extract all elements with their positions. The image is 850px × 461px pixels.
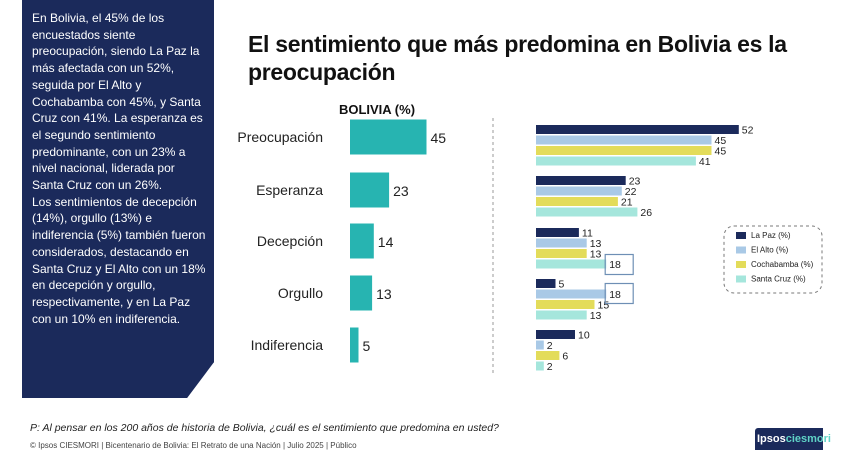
city-value-el-alto-preocupacion: 45 xyxy=(715,135,727,147)
bolivia-bar-indiferencia xyxy=(350,327,359,363)
city-value-el-alto-decepcion: 13 xyxy=(590,238,602,250)
bolivia-chart-title: BOLIVIA (%) xyxy=(339,102,415,117)
legend-swatch-la-paz xyxy=(736,232,746,239)
city-value-la-paz-orgullo: 5 xyxy=(559,279,565,291)
summary-panel: En Bolivia, el 45% de los encuestados si… xyxy=(22,0,214,398)
bolivia-value-decepcion: 14 xyxy=(378,234,394,250)
city-bar-santa-cruz-decepcion xyxy=(536,259,607,269)
city-bar-la-paz-esperanza xyxy=(536,176,626,185)
ipsos-ciesmori-logo: Ipsosciesmori xyxy=(755,428,831,450)
legend-label-cochabamba: Cochabamba (%) xyxy=(751,260,814,269)
bolivia-bar-preocupacion xyxy=(350,119,427,155)
city-bar-santa-cruz-esperanza xyxy=(536,207,638,217)
bolivia-value-esperanza: 23 xyxy=(393,183,409,199)
highlight-box-el-alto-orgullo xyxy=(604,282,634,305)
footer-text: © Ipsos CIESMORI | Bicentenario de Boliv… xyxy=(30,441,357,450)
bolivia-value-orgullo: 13 xyxy=(376,286,392,302)
legend-swatch-santa-cruz xyxy=(736,275,746,283)
city-value-la-paz-indiferencia: 10 xyxy=(578,330,590,342)
highlight-box-santa-cruz-decepcion xyxy=(604,253,634,276)
category-label-orgullo: Orgullo xyxy=(278,285,323,301)
city-bar-el-alto-esperanza xyxy=(536,186,622,196)
category-label-esperanza: Esperanza xyxy=(256,182,323,198)
city-value-santa-cruz-decepcion: 18 xyxy=(609,259,621,271)
city-bar-cochabamba-esperanza xyxy=(536,197,618,206)
city-value-la-paz-esperanza: 23 xyxy=(629,176,641,188)
summary-paragraph-1: En Bolivia, el 45% de los encuestados si… xyxy=(32,11,203,193)
legend-box xyxy=(723,225,823,294)
bolivia-bar-decepcion xyxy=(350,223,374,259)
legend-swatch-cochabamba xyxy=(736,261,746,268)
city-bar-la-paz-indiferencia xyxy=(536,330,575,339)
city-value-cochabamba-orgullo: 15 xyxy=(598,300,610,312)
legend-label-santa-cruz: Santa Cruz (%) xyxy=(751,275,806,284)
city-bar-la-paz-decepcion xyxy=(536,228,579,237)
legend-label-la-paz: La Paz (%) xyxy=(751,231,791,240)
city-value-santa-cruz-esperanza: 26 xyxy=(640,207,652,219)
category-label-indiferencia: Indiferencia xyxy=(251,337,324,353)
bolivia-value-indiferencia: 5 xyxy=(363,338,371,354)
city-bar-la-paz-preocupacion xyxy=(536,125,739,134)
city-bar-el-alto-preocupacion xyxy=(536,135,712,145)
city-value-el-alto-orgullo: 18 xyxy=(609,289,621,301)
city-bar-cochabamba-decepcion xyxy=(536,249,587,258)
city-bar-el-alto-orgullo xyxy=(536,289,607,299)
city-value-santa-cruz-orgullo: 13 xyxy=(590,310,602,322)
city-value-cochabamba-esperanza: 21 xyxy=(621,197,633,209)
city-bar-cochabamba-orgullo xyxy=(536,300,595,309)
legend-swatch-el-alto xyxy=(736,246,746,254)
page-title: El sentimiento que más predomina en Boli… xyxy=(248,31,787,85)
city-bar-santa-cruz-indiferencia xyxy=(536,361,544,371)
city-bar-el-alto-decepcion xyxy=(536,238,587,248)
city-bar-santa-cruz-preocupacion xyxy=(536,156,696,166)
logo-part-2: ciesmori xyxy=(785,433,831,445)
city-value-la-paz-decepcion: 11 xyxy=(582,228,593,240)
category-label-preocupacion: Preocupación xyxy=(237,129,323,145)
bolivia-bar-orgullo xyxy=(350,275,373,311)
survey-question: P: Al pensar en los 200 años de historia… xyxy=(30,422,499,434)
summary-text: En Bolivia, el 45% de los encuestados si… xyxy=(32,10,208,327)
city-bar-santa-cruz-orgullo xyxy=(536,310,587,320)
logo-part-1: Ipsos xyxy=(757,433,786,445)
bolivia-bar-esperanza xyxy=(350,172,390,208)
city-value-cochabamba-indiferencia: 6 xyxy=(562,351,568,363)
city-bar-cochabamba-preocupacion xyxy=(536,146,712,155)
city-bar-cochabamba-indiferencia xyxy=(536,351,560,360)
city-value-el-alto-esperanza: 22 xyxy=(625,186,637,198)
city-value-cochabamba-preocupacion: 45 xyxy=(715,146,727,158)
category-label-decepcion: Decepción xyxy=(257,233,323,249)
city-value-cochabamba-decepcion: 13 xyxy=(590,249,602,261)
city-bar-la-paz-orgullo xyxy=(536,279,556,288)
city-value-santa-cruz-indiferencia: 2 xyxy=(547,361,553,373)
summary-paragraph-2: Los sentimientos de decepción (14%), org… xyxy=(32,194,206,326)
legend-label-el-alto: El Alto (%) xyxy=(751,246,789,255)
city-bar-el-alto-indiferencia xyxy=(536,340,544,350)
bolivia-value-preocupacion: 45 xyxy=(431,130,447,146)
city-value-el-alto-indiferencia: 2 xyxy=(547,340,553,352)
city-value-la-paz-preocupacion: 52 xyxy=(742,125,754,137)
city-value-santa-cruz-preocupacion: 41 xyxy=(699,156,711,168)
